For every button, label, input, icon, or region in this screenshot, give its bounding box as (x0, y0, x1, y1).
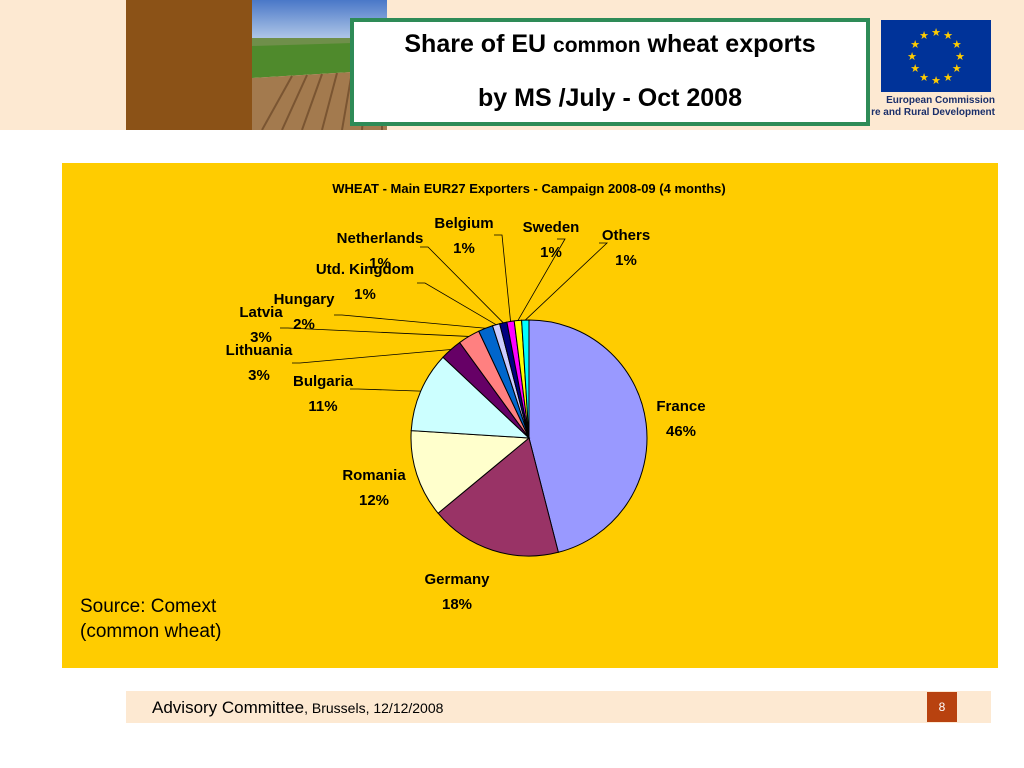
page-number-badge: 8 (927, 692, 957, 722)
source-note: Source: Comext (common wheat) (80, 594, 222, 644)
leader-line (350, 388, 421, 392)
leader-line (420, 246, 504, 324)
slice-label-name: Romania (342, 467, 406, 484)
eu-star-icon: ★ (910, 62, 920, 75)
slice-label-value: 1% (354, 286, 376, 303)
footer-band (126, 691, 991, 723)
slice-label-name: France (656, 398, 705, 415)
eu-star-icon: ★ (919, 71, 929, 84)
source-line2: (common wheat) (80, 621, 222, 642)
slice-label-name: Hungary (274, 291, 336, 308)
slice-label-name: Utd. Kingdom (316, 261, 414, 278)
eu-star-icon: ★ (931, 74, 941, 87)
slice-label-name: Sweden (523, 219, 580, 236)
slice-label-value: 1% (369, 255, 391, 272)
slice-label-value: 3% (248, 367, 270, 384)
slice-label-name: Others (602, 227, 650, 244)
slice-label-name: Germany (424, 571, 490, 588)
slice-label-value: 1% (615, 252, 637, 269)
eu-star-icon: ★ (955, 50, 965, 63)
pie-slice-bulgaria (410, 356, 531, 439)
slice-label-value: 1% (540, 244, 562, 261)
footer-main: Advisory Committee (152, 698, 305, 717)
pie-slice-germany (437, 437, 559, 557)
eu-star-icon: ★ (952, 38, 962, 51)
pie-slice-romania (410, 430, 531, 514)
source-line1: Source: Comext (80, 596, 217, 617)
eu-star-icon: ★ (907, 50, 917, 63)
chart-title: WHEAT - Main EUR27 Exporters - Campaign … (332, 181, 725, 196)
eu-star-icon: ★ (931, 26, 941, 39)
leader-line (494, 234, 511, 322)
eu-flag-logo: ★ ★ ★ ★ ★ ★ ★ ★ ★ ★ ★ ★ (881, 20, 991, 92)
pie-slice-france (528, 319, 648, 553)
slice-label-value: 3% (250, 329, 272, 346)
leader-line (525, 242, 609, 321)
slice-label-name: Bulgaria (293, 373, 354, 390)
slide-title-box: Share of EU common wheat exports by MS /… (350, 18, 870, 126)
eu-star-icon: ★ (910, 38, 920, 51)
eu-star-icon: ★ (952, 62, 962, 75)
ec-line2: re and Rural Development (871, 107, 995, 118)
slice-label-value: 12% (359, 492, 389, 509)
slice-label-value: 11% (308, 398, 337, 415)
leader-line (517, 238, 566, 321)
slice-label-name: Belgium (434, 215, 493, 232)
chart-panel: WHEAT - Main EUR27 Exporters - Campaign … (62, 163, 998, 668)
leader-line (334, 314, 486, 329)
slice-label-value: 1% (453, 240, 475, 257)
eu-star-icon: ★ (919, 29, 929, 42)
ec-line1: European Commission (886, 95, 995, 106)
slide-title-line1: Share of EU common wheat exports (404, 30, 816, 58)
eu-star-icon: ★ (943, 71, 953, 84)
footer-text: Advisory Committee, Brussels, 12/12/2008 (152, 698, 443, 718)
slice-label-name: Latvia (239, 304, 283, 321)
slice-label-value: 18% (442, 596, 472, 613)
leader-line (292, 349, 452, 364)
footer-rest: , Brussels, 12/12/2008 (304, 700, 444, 716)
slide-title-line2: by MS /July - Oct 2008 (478, 84, 742, 112)
slice-label-value: 46% (666, 423, 696, 440)
slice-label-name: Netherlands (337, 230, 424, 247)
slice-label-value: 2% (293, 316, 315, 333)
slice-label-name: Lithuania (226, 342, 293, 359)
header-brown-block (126, 0, 252, 130)
european-commission-text: European Commission re and Rural Develop… (870, 95, 995, 119)
pie-chart: WHEAT - Main EUR27 Exporters - Campaign … (226, 181, 726, 613)
leader-line (280, 327, 469, 337)
leader-line (417, 282, 497, 326)
eu-star-icon: ★ (943, 29, 953, 42)
